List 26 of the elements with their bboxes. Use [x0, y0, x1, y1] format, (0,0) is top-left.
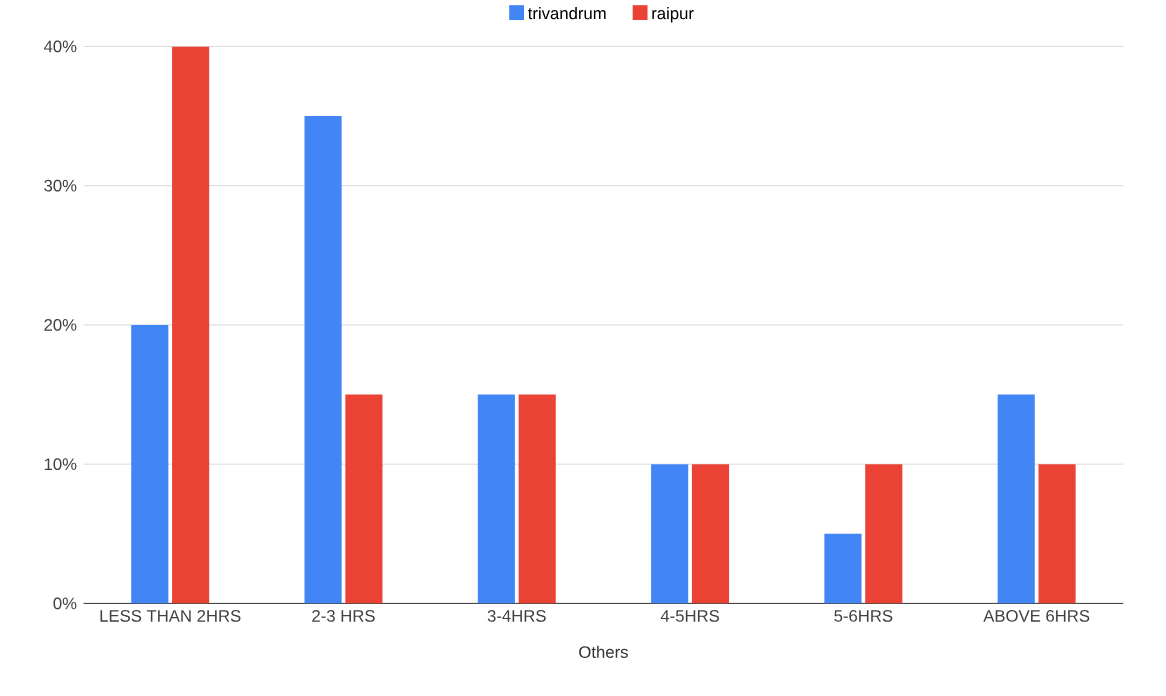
y-tick-label: 10%: [44, 458, 77, 470]
x-tick-label: 2-3 HRS: [312, 609, 375, 622]
x-tick-label: LESS THAN 2HRS: [100, 609, 241, 622]
bar: [518, 394, 556, 604]
y-tick-label: 20%: [44, 318, 77, 331]
x-tick-label: 3-4HRS: [487, 609, 546, 622]
x-tick-label: 5-6HRS: [834, 609, 893, 622]
bar: [304, 115, 342, 604]
bar: [345, 394, 383, 604]
y-tick-label: 30%: [44, 179, 77, 192]
x-tick-label: 4-5HRS: [660, 609, 720, 622]
bar: [477, 394, 515, 604]
x-axis-title: Others: [579, 645, 628, 658]
bar: [651, 464, 689, 604]
bar: [824, 533, 862, 604]
y-tick-label: 0%: [53, 597, 77, 610]
bar: [172, 46, 210, 604]
x-tick-label: ABOVE 6HRS: [983, 609, 1090, 622]
bar: [691, 464, 730, 604]
bar: [1038, 464, 1076, 604]
bar: [131, 324, 169, 604]
bar: [865, 464, 903, 604]
legend-label: trivandrum: [528, 6, 606, 20]
legend-label: raipur: [652, 6, 694, 23]
y-tick-label: 40%: [43, 40, 77, 53]
bar: [997, 394, 1035, 604]
